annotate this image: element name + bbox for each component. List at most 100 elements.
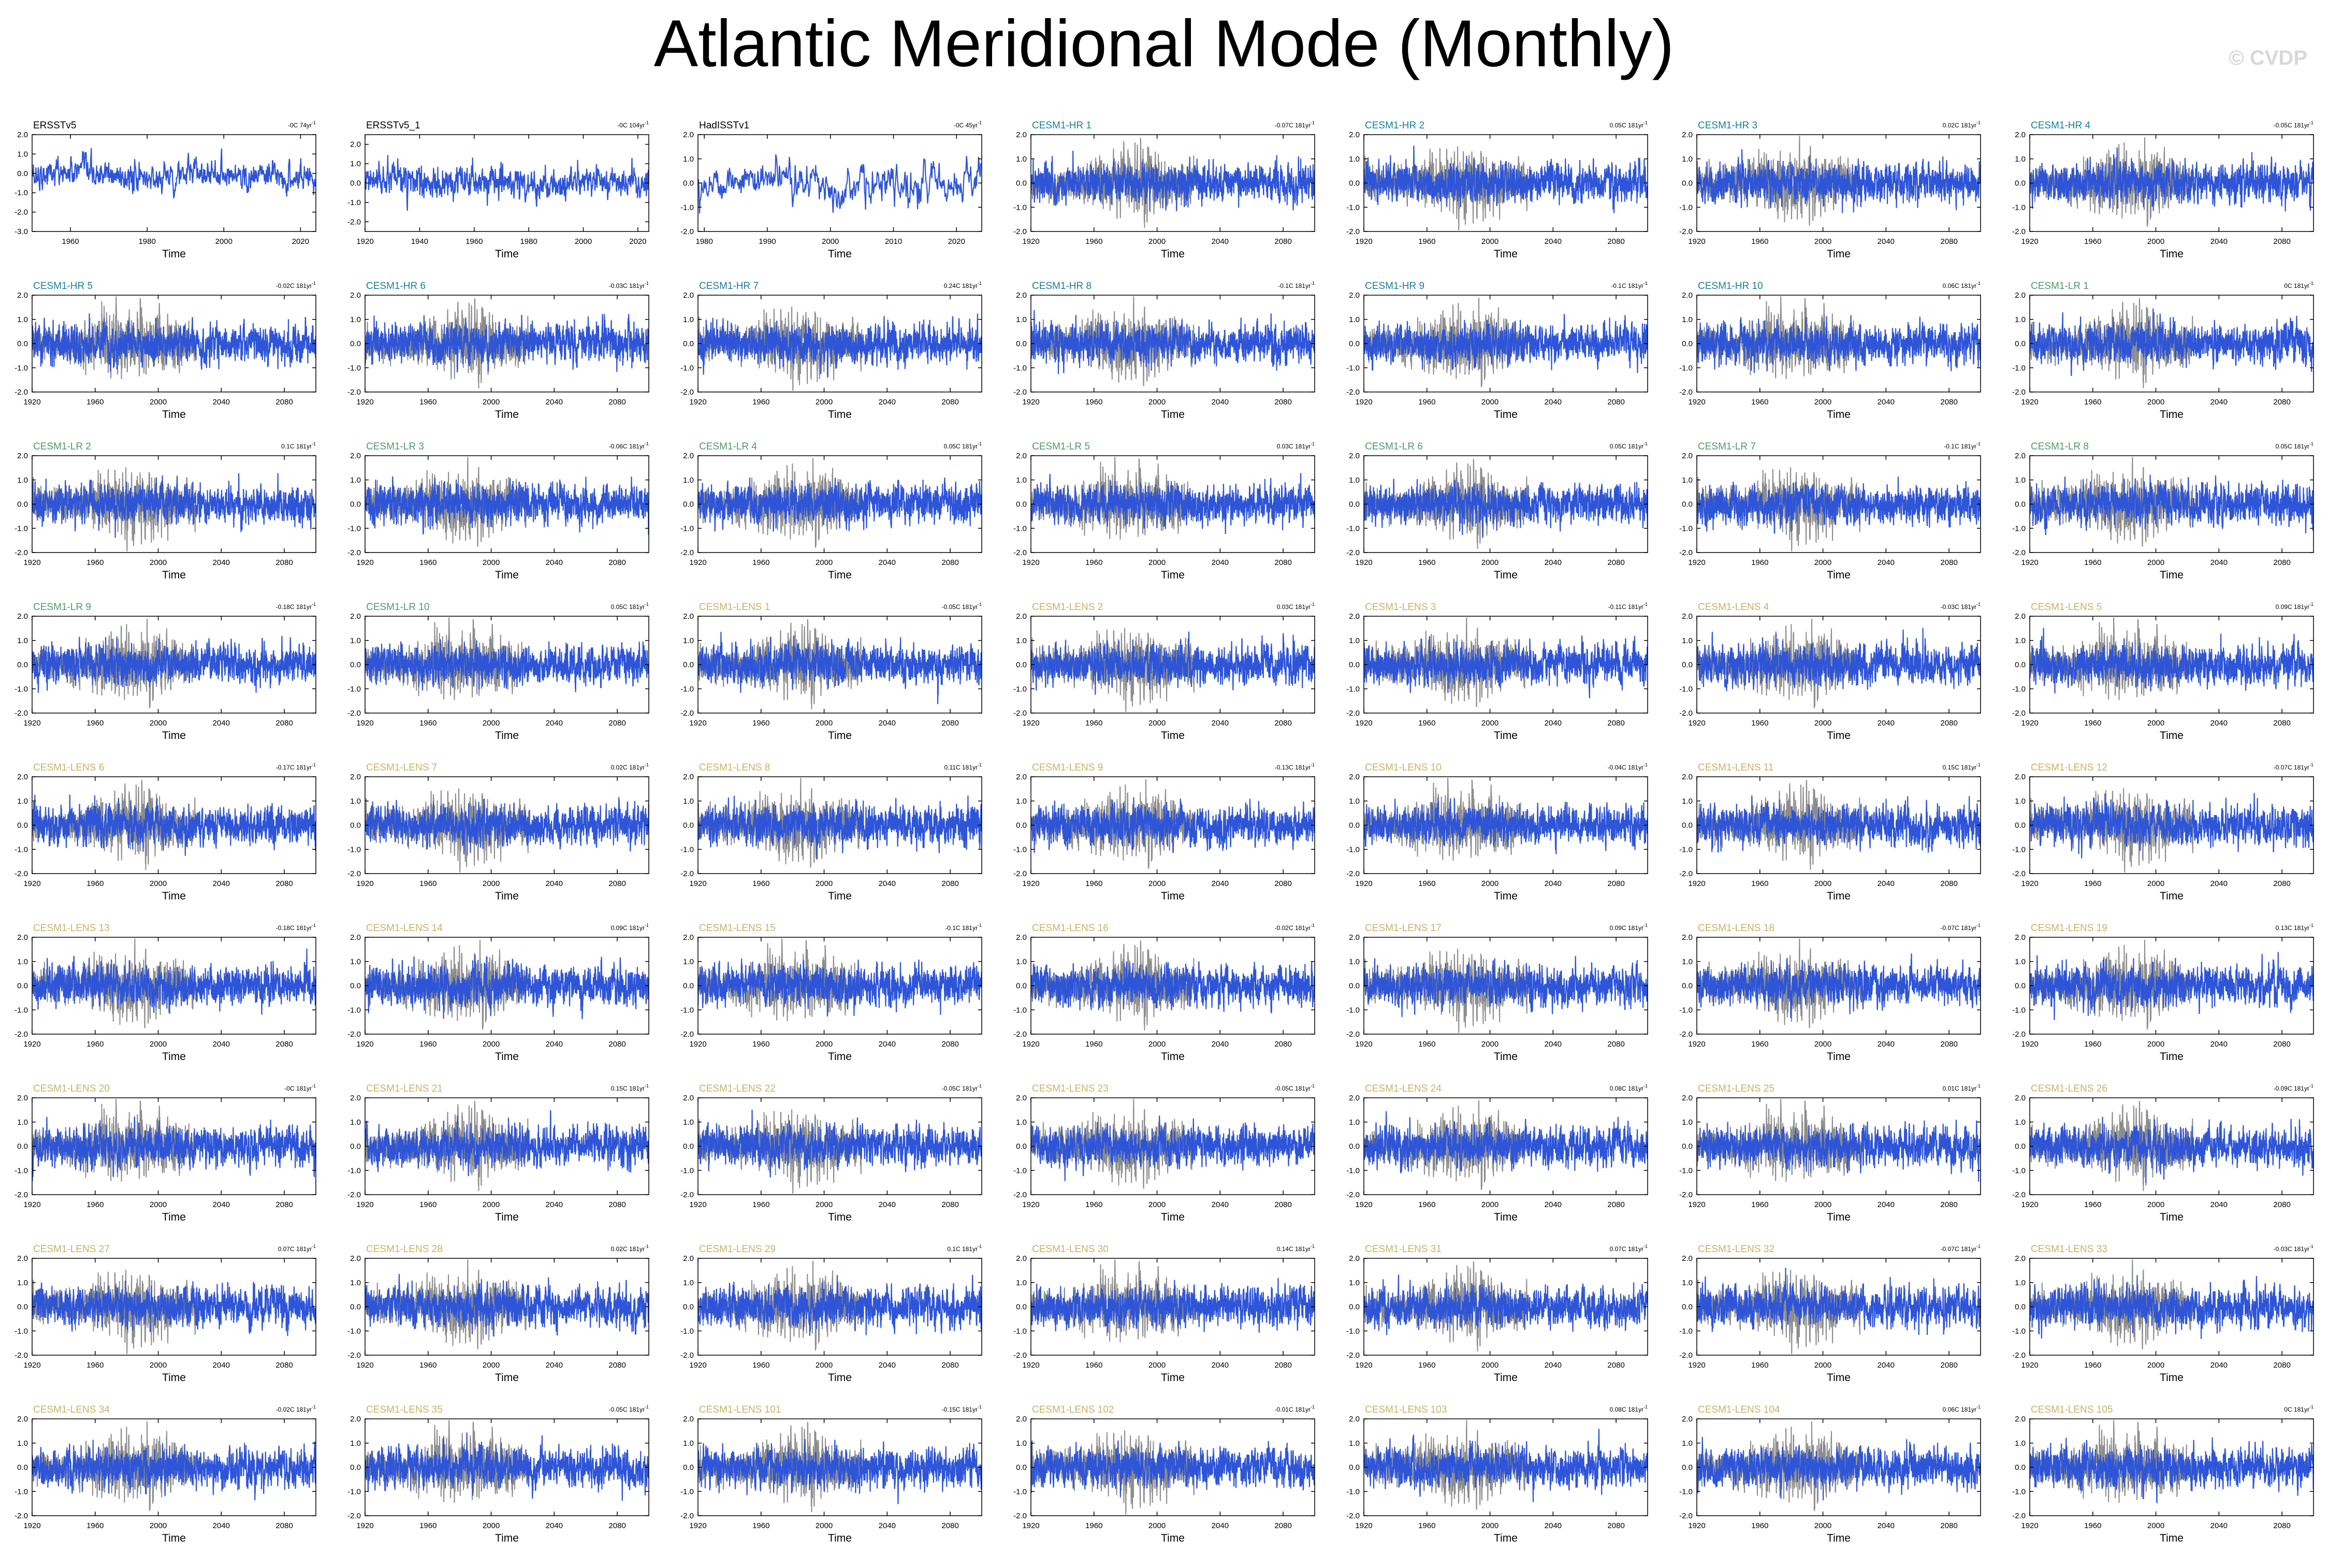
y-tick-label: -1.0: [1013, 1006, 1027, 1014]
panel-title: CESM1-LENS 18: [1698, 923, 1774, 934]
panel-trend: 0.08C 181yr-1: [1610, 1083, 1648, 1092]
y-tick-label: 0.0: [1016, 821, 1027, 830]
x-tick-label: 2010: [885, 237, 902, 246]
y-tick-label: -2.0: [347, 709, 361, 718]
panel-trend: 0.05C 181yr-1: [611, 602, 649, 611]
x-axis-label: Time: [495, 409, 519, 420]
y-tick-label: 1.0: [2015, 957, 2026, 966]
y-tick-label: -2.0: [347, 1030, 361, 1039]
panel-trend: -0.09C 181yr-1: [2274, 1083, 2314, 1092]
x-tick-label: 2080: [1607, 398, 1624, 406]
y-tick-label: 1.0: [2015, 1279, 2026, 1287]
panel-cesm1-lr-1: CESM1-LR 1 0C 181yr-12.01.00.0-1.0-2.0192…: [2012, 281, 2314, 420]
panel-cesm1-lens-35: CESM1-LENS 35 -0.05C 181yr-12.01.00.0-1.0…: [347, 1404, 649, 1544]
panel-title: CESM1-LENS 32: [1698, 1244, 1774, 1255]
x-tick-label: 2080: [1607, 1361, 1624, 1370]
x-tick-label: 2040: [1878, 1040, 1895, 1049]
y-tick-label: 2.0: [17, 130, 28, 139]
panel-trend: -0.05C 181yr-1: [942, 1083, 982, 1092]
y-tick-label: 1.0: [2015, 476, 2026, 485]
x-tick-label: 1960: [752, 1200, 769, 1209]
y-tick-label: 0.0: [1349, 179, 1360, 188]
y-tick-label: 1.0: [350, 797, 361, 806]
x-tick-label: 2000: [1814, 1200, 1831, 1209]
x-tick-label: 2000: [1814, 1521, 1831, 1530]
panel-cesm1-lens-27: CESM1-LENS 27 0.07C 181yr-12.01.00.0-1.0-…: [14, 1244, 316, 1384]
series-line: [1364, 479, 1648, 538]
x-axis-label: Time: [2160, 409, 2184, 420]
y-tick-label: 1.0: [1016, 1118, 1027, 1127]
panel-cesm1-lens-12: CESM1-LENS 12 -0.07C 181yr-12.01.00.0-1.0…: [2012, 762, 2314, 902]
panel-cesm1-lens-30: CESM1-LENS 30 0.14C 181yr-12.01.00.0-1.0-…: [1013, 1244, 1315, 1384]
x-tick-label: 2040: [546, 879, 563, 888]
x-axis-label: Time: [1494, 569, 1518, 581]
x-tick-label: 1990: [759, 237, 776, 246]
x-tick-label: 2080: [2273, 558, 2290, 567]
y-tick-label: 2.0: [17, 1254, 28, 1263]
y-tick-label: -1.0: [14, 685, 28, 693]
y-tick-label: 2.0: [1349, 452, 1360, 460]
x-axis-label: Time: [1827, 248, 1851, 260]
y-tick-label: -1.0: [1679, 524, 1693, 533]
y-tick-label: 1.0: [683, 636, 694, 645]
y-tick-label: 1.0: [1016, 315, 1027, 324]
y-tick-label: -1.0: [1013, 845, 1027, 854]
panel-cesm1-lens-22: CESM1-LENS 22 -0.05C 181yr-12.01.00.0-1.0…: [680, 1083, 982, 1223]
y-tick-label: -1.0: [14, 524, 28, 533]
y-tick-label: 0.0: [1682, 661, 1693, 670]
y-tick-label: -1.0: [680, 203, 694, 212]
panel-cesm1-lens-34: CESM1-LENS 34 -0.02C 181yr-12.01.00.0-1.0…: [14, 1404, 316, 1544]
panel-title: CESM1-HR 7: [699, 281, 759, 292]
x-tick-label: 1920: [1688, 558, 1705, 567]
y-tick-label: -2.0: [1679, 388, 1693, 397]
x-tick-label: 1920: [1022, 558, 1039, 567]
panel-cesm1-lens-31: CESM1-LENS 31 0.07C 181yr-12.01.00.0-1.0-…: [1346, 1244, 1648, 1384]
y-tick-label: -2.0: [680, 1351, 694, 1360]
x-tick-label: 1920: [1022, 1521, 1039, 1530]
panel-title: CESM1-LENS 28: [366, 1244, 443, 1255]
panel-title: CESM1-HR 8: [1032, 281, 1092, 292]
x-axis-label: Time: [1161, 730, 1185, 742]
y-tick-label: 0.0: [2015, 179, 2026, 188]
x-axis-label: Time: [495, 1372, 519, 1384]
series-line: [698, 959, 982, 1017]
panel-title: CESM1-LR 8: [2031, 441, 2089, 452]
y-tick-label: 2.0: [2015, 452, 2026, 460]
x-tick-label: 2080: [275, 1040, 293, 1049]
panel-trend: -0.05C 181yr-1: [1275, 1083, 1315, 1092]
y-tick-label: 1.0: [1349, 1118, 1360, 1127]
y-tick-label: 2.0: [1016, 1415, 1027, 1424]
x-tick-label: 2080: [941, 719, 958, 728]
x-tick-label: 2000: [483, 1521, 500, 1530]
panel-trend: -0.05C 181yr-1: [2274, 120, 2314, 129]
y-tick-label: -1.0: [680, 1487, 694, 1496]
x-tick-label: 2080: [941, 1521, 958, 1530]
y-tick-label: 0.0: [2015, 661, 2026, 670]
panel-title: CESM1-LENS 4: [1698, 602, 1769, 613]
y-tick-label: 2.0: [2015, 933, 2026, 942]
y-tick-label: -1.0: [1013, 1166, 1027, 1175]
y-tick-label: 2.0: [2015, 130, 2026, 139]
y-tick-label: -1.0: [1679, 1487, 1693, 1496]
y-tick-label: 1.0: [350, 1118, 361, 1127]
y-tick-label: 2.0: [350, 452, 361, 460]
y-tick-label: 2.0: [2015, 291, 2026, 300]
x-tick-label: 1960: [1751, 719, 1768, 728]
x-tick-label: 2040: [2210, 1361, 2228, 1370]
y-tick-label: -2.0: [14, 869, 28, 878]
panel-trend: -0.05C 181yr-1: [609, 1404, 649, 1413]
panel-cesm1-hr-5: CESM1-HR 5 -0.02C 181yr-12.01.00.0-1.0-2.…: [14, 281, 316, 420]
panel-cesm1-lens-9: CESM1-LENS 9 -0.13C 181yr-12.01.00.0-1.0-…: [1013, 762, 1315, 902]
x-axis-label: Time: [1494, 409, 1518, 420]
y-tick-label: 1.0: [1682, 797, 1693, 806]
panel-cesm1-lens-103: CESM1-LENS 103 0.08C 181yr-12.01.00.0-1.0…: [1346, 1404, 1648, 1544]
x-tick-label: 2040: [1545, 237, 1562, 246]
y-tick-label: -2.0: [1346, 1512, 1360, 1520]
panel-title: CESM1-LENS 105: [2031, 1404, 2113, 1415]
x-tick-label: 2020: [629, 237, 646, 246]
y-tick-label: -2.0: [14, 388, 28, 397]
x-tick-label: 1920: [356, 879, 373, 888]
y-tick-label: -2.0: [14, 1190, 28, 1199]
x-tick-label: 2000: [1148, 719, 1166, 728]
y-tick-label: 2.0: [350, 1415, 361, 1424]
